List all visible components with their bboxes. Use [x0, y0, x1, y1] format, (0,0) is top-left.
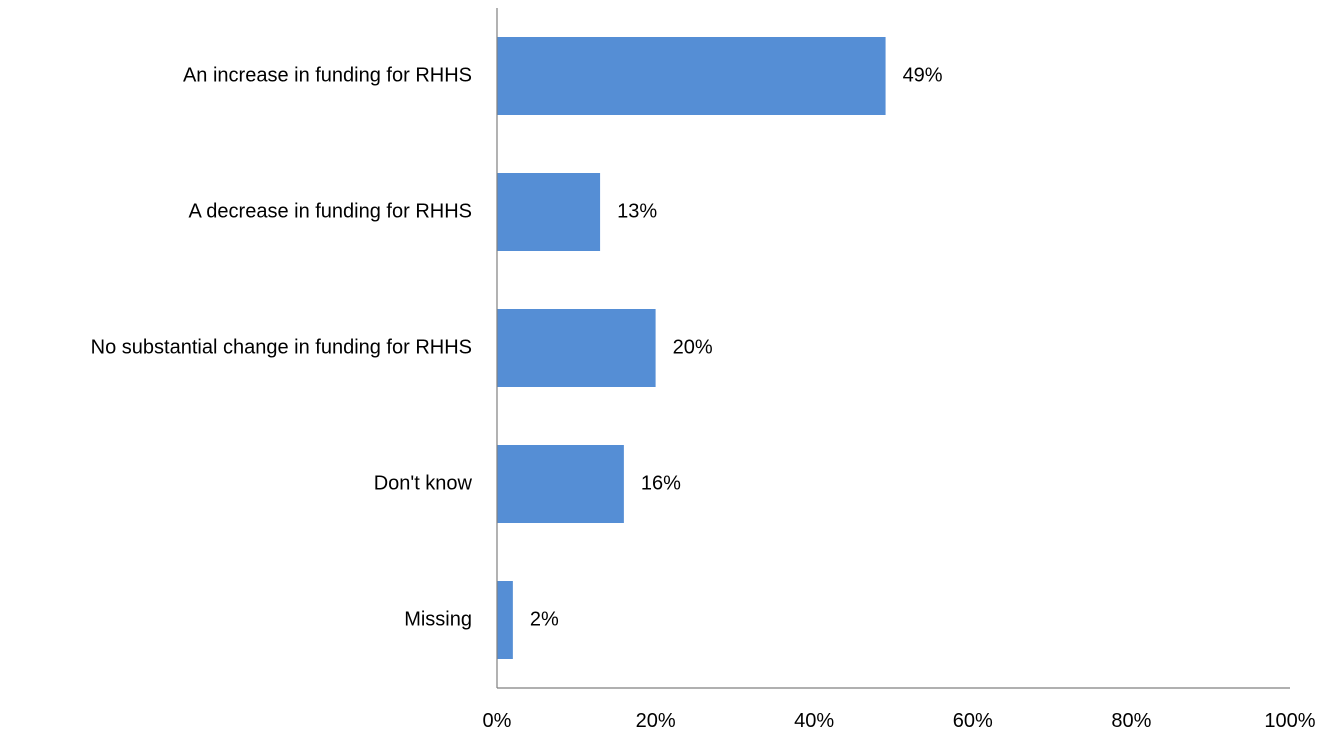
x-tick-label: 100%: [1264, 710, 1315, 732]
category-label: A decrease in funding for RHHS: [189, 200, 473, 222]
x-tick-label: 80%: [1111, 710, 1151, 732]
bars-group: [497, 37, 886, 659]
value-label: 16%: [641, 472, 681, 494]
value-label: 13%: [617, 200, 657, 222]
bar-4: [497, 445, 624, 523]
bar-5: [497, 581, 513, 659]
category-label: No substantial change in funding for RHH…: [91, 336, 472, 358]
value-label: 49%: [903, 64, 943, 86]
x-axis-ticks: 0% 20% 40% 60% 80% 100%: [483, 710, 1316, 732]
x-tick-label: 40%: [794, 710, 834, 732]
category-label: An increase in funding for RHHS: [183, 64, 472, 86]
bar-2: [497, 173, 601, 251]
x-tick-label: 20%: [636, 710, 676, 732]
value-label: 2%: [530, 608, 559, 630]
bar-3: [497, 309, 656, 387]
category-labels: An increase in funding for RHHS A decreas…: [91, 64, 473, 630]
bar-1: [497, 37, 886, 115]
x-tick-label: 60%: [953, 710, 993, 732]
value-labels: 49% 13% 20% 16% 2%: [530, 64, 943, 630]
x-tick-label: 0%: [483, 710, 512, 732]
category-label: Missing: [404, 608, 472, 630]
category-label: Don't know: [374, 472, 473, 494]
value-label: 20%: [673, 336, 713, 358]
